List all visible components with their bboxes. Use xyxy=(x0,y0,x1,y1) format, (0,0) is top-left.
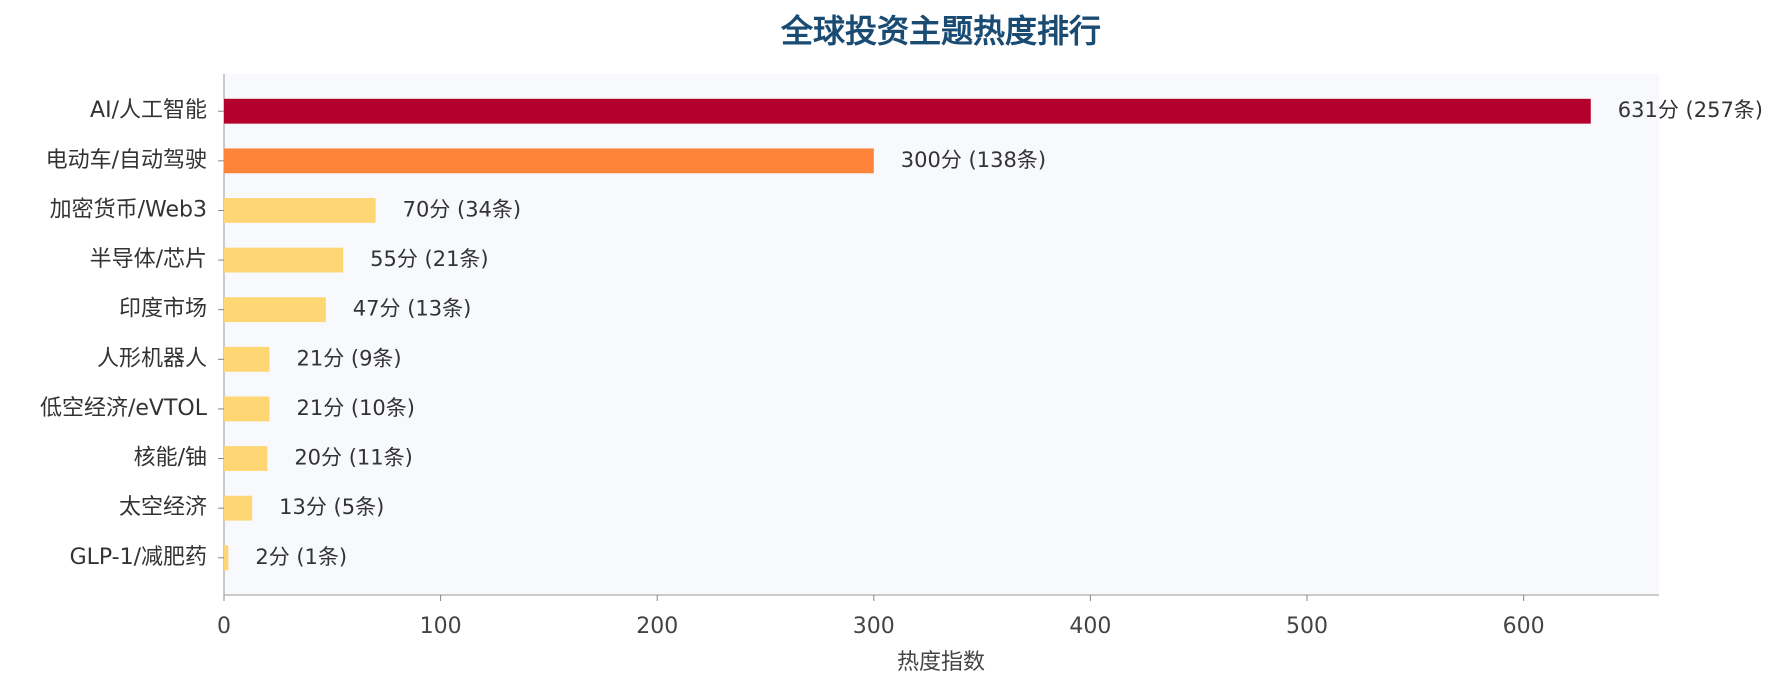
value-label: 55分 (21条) xyxy=(370,247,489,271)
value-label: 631分 (257条) xyxy=(1618,98,1763,122)
value-label: 2分 (1条) xyxy=(255,545,347,569)
x-tick-label: 200 xyxy=(636,614,678,639)
y-tick-label: 加密货币/Web3 xyxy=(50,197,207,222)
bar xyxy=(224,545,229,571)
y-tick-label: 核能/铀 xyxy=(134,446,207,471)
bar xyxy=(224,148,874,174)
chart-title: 全球投资主题热度排行 xyxy=(780,12,1101,50)
y-tick-label: GLP-1/减肥药 xyxy=(70,545,207,570)
value-label: 20分 (11条) xyxy=(294,446,413,470)
bar xyxy=(224,98,1591,124)
value-label: 47分 (13条) xyxy=(353,297,472,321)
bar xyxy=(224,495,253,521)
x-tick-label: 300 xyxy=(853,614,895,639)
bar xyxy=(224,247,344,273)
bar xyxy=(224,346,270,372)
value-label: 21分 (10条) xyxy=(296,396,415,420)
bar xyxy=(224,198,376,223)
y-tick-label: AI/人工智能 xyxy=(90,98,207,123)
y-tick-label: 低空经济/eVTOL xyxy=(40,396,208,421)
value-label: 21分 (9条) xyxy=(296,346,401,370)
x-axis-label: 热度指数 xyxy=(897,650,985,675)
x-tick-label: 600 xyxy=(1503,614,1545,639)
y-tick-label: 半导体/芯片 xyxy=(90,247,207,272)
y-tick-label: 电动车/自动驾驶 xyxy=(46,148,207,173)
x-tick-label: 0 xyxy=(217,614,231,639)
bar xyxy=(224,396,270,422)
y-tick-label: 人形机器人 xyxy=(97,346,207,371)
y-tick-label: 太空经济 xyxy=(119,495,207,520)
x-tick-label: 500 xyxy=(1286,614,1328,639)
value-label: 13分 (5条) xyxy=(279,495,384,519)
bar xyxy=(224,446,268,471)
value-label: 70分 (34条) xyxy=(403,197,522,221)
x-tick-label: 400 xyxy=(1069,614,1111,639)
y-tick-label: 印度市场 xyxy=(119,297,207,322)
bar xyxy=(224,297,326,323)
value-label: 300分 (138条) xyxy=(901,148,1046,172)
x-tick-label: 100 xyxy=(420,614,462,639)
